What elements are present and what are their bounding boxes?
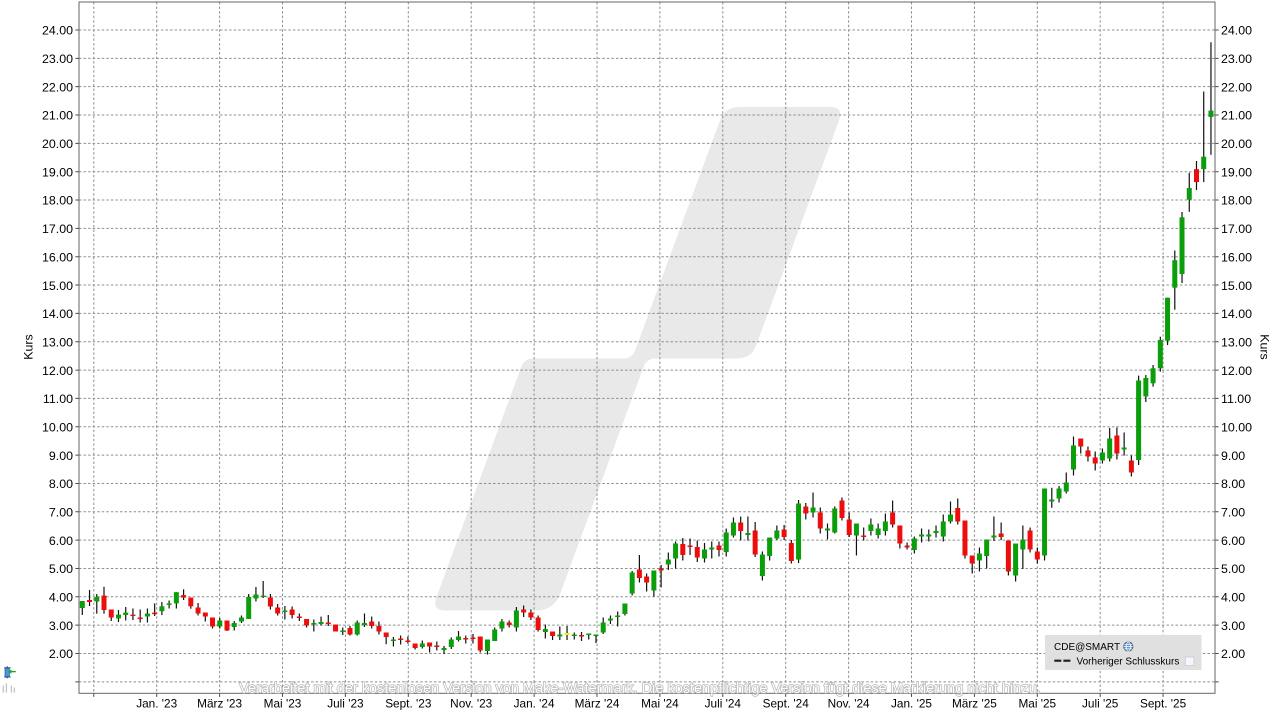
svg-text:Kurs: Kurs <box>21 334 35 359</box>
svg-text:Kurs: Kurs <box>1258 334 1272 359</box>
svg-text:Juli '25: Juli '25 <box>1082 697 1119 711</box>
svg-text:Juli '24: Juli '24 <box>705 697 742 711</box>
svg-text:6.00: 6.00 <box>1221 534 1245 548</box>
svg-text:4.00: 4.00 <box>49 591 73 605</box>
svg-text:Verarbeitet mit der kostenlose: Verarbeitet mit der kostenlosen Version … <box>239 681 1040 697</box>
svg-text:8.00: 8.00 <box>1221 477 1245 491</box>
svg-text:Sept. '24: Sept. '24 <box>763 697 810 711</box>
svg-text:16.00: 16.00 <box>1221 250 1252 264</box>
svg-text:23.00: 23.00 <box>1221 52 1252 66</box>
svg-text:Mai '25: Mai '25 <box>1018 697 1056 711</box>
svg-text:Nov. '24: Nov. '24 <box>828 697 870 711</box>
svg-text:8.00: 8.00 <box>49 477 73 491</box>
svg-text:15.00: 15.00 <box>42 279 73 293</box>
svg-text:19.00: 19.00 <box>42 165 73 179</box>
svg-text:10.00: 10.00 <box>1221 421 1252 435</box>
svg-text:2.00: 2.00 <box>1221 647 1245 661</box>
svg-text:Sept. '23: Sept. '23 <box>385 697 432 711</box>
svg-text:11.00: 11.00 <box>43 392 73 406</box>
svg-text:9.00: 9.00 <box>1221 449 1245 463</box>
svg-text:12.00: 12.00 <box>42 364 73 378</box>
svg-text:7.00: 7.00 <box>1221 506 1245 520</box>
svg-text:CDE@SMART: CDE@SMART <box>1054 642 1120 653</box>
svg-text:17.00: 17.00 <box>42 222 73 236</box>
svg-text:Jan. '24: Jan. '24 <box>514 697 555 711</box>
svg-text:Vorheriger Schlusskurs: Vorheriger Schlusskurs <box>1077 657 1180 668</box>
svg-text:13.00: 13.00 <box>1221 335 1252 349</box>
svg-text:12.00: 12.00 <box>1221 364 1252 378</box>
svg-text:21.00: 21.00 <box>42 109 73 123</box>
svg-text:März '24: März '24 <box>575 697 620 711</box>
svg-text:2.00: 2.00 <box>49 647 73 661</box>
svg-text:Jan. '25: Jan. '25 <box>891 697 932 711</box>
svg-text:20.00: 20.00 <box>42 137 73 151</box>
svg-text:9.00: 9.00 <box>49 449 73 463</box>
svg-text:Juli '23: Juli '23 <box>327 697 364 711</box>
svg-text:Nov. '23: Nov. '23 <box>450 697 492 711</box>
svg-text:18.00: 18.00 <box>1221 194 1252 208</box>
svg-text:14.00: 14.00 <box>42 307 73 321</box>
svg-text:7.00: 7.00 <box>49 506 73 520</box>
svg-text:15.00: 15.00 <box>1221 279 1252 293</box>
svg-text:21.00: 21.00 <box>1221 109 1252 123</box>
svg-text:Mai '24: Mai '24 <box>641 697 679 711</box>
svg-text:3.00: 3.00 <box>49 619 73 633</box>
svg-text:23.00: 23.00 <box>42 52 73 66</box>
svg-text:24.00: 24.00 <box>1221 24 1252 38</box>
svg-text:März '25: März '25 <box>952 697 997 711</box>
svg-text:3.00: 3.00 <box>1221 619 1245 633</box>
svg-text:Jan. '23: Jan. '23 <box>136 697 177 711</box>
svg-text:17.00: 17.00 <box>1221 222 1252 236</box>
svg-text:5.00: 5.00 <box>49 562 73 576</box>
svg-text:18.00: 18.00 <box>42 194 73 208</box>
svg-text:4.00: 4.00 <box>1221 591 1245 605</box>
svg-text:März '23: März '23 <box>197 697 242 711</box>
svg-text:22.00: 22.00 <box>1221 80 1252 94</box>
svg-text:5.00: 5.00 <box>1221 562 1245 576</box>
svg-text:20.00: 20.00 <box>1221 137 1252 151</box>
svg-text:11.00: 11.00 <box>1221 392 1251 406</box>
svg-text:Mai '23: Mai '23 <box>264 697 302 711</box>
svg-text:6.00: 6.00 <box>49 534 73 548</box>
svg-text:10.00: 10.00 <box>42 421 73 435</box>
svg-text:16.00: 16.00 <box>42 250 73 264</box>
svg-text:19.00: 19.00 <box>1221 165 1252 179</box>
svg-text:13.00: 13.00 <box>42 335 73 349</box>
svg-text:Sept. '25: Sept. '25 <box>1140 697 1187 711</box>
svg-text:24.00: 24.00 <box>42 24 73 38</box>
svg-text:14.00: 14.00 <box>1221 307 1252 321</box>
svg-text:22.00: 22.00 <box>42 80 73 94</box>
